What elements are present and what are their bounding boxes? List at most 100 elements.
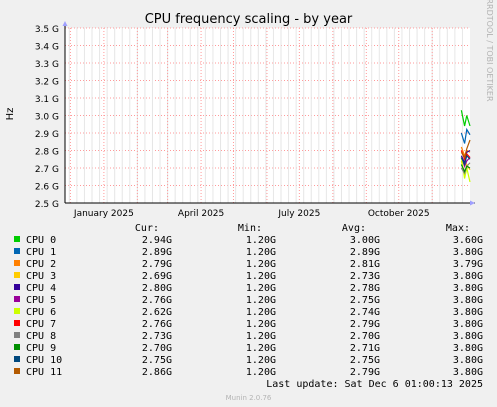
- legend-min-cpu-1: 1.20G: [246, 247, 276, 258]
- legend-name-cpu-2: CPU 2: [26, 259, 56, 270]
- x-gridlines: [68, 28, 463, 203]
- legend-swatch-cpu-9: [14, 344, 20, 350]
- legend-avg-cpu-5: 2.75G: [350, 295, 380, 306]
- legend-max-cpu-7: 3.80G: [453, 319, 483, 330]
- legend-swatch-cpu-1: [14, 248, 20, 254]
- legend-cur-cpu-5: 2.76G: [142, 295, 172, 306]
- legend-header-cur: Cur:: [135, 223, 159, 234]
- legend-min-cpu-3: 1.20G: [246, 271, 276, 282]
- legend-min-cpu-11: 1.20G: [246, 367, 276, 378]
- legend-cur-cpu-7: 2.76G: [142, 319, 172, 330]
- y-tick-label: 3.1 G: [35, 95, 59, 105]
- legend-cur-cpu-11: 2.86G: [142, 367, 172, 378]
- legend-min-cpu-0: 1.20G: [246, 235, 276, 246]
- x-axis-arrow-icon: [470, 200, 475, 206]
- y-tick-labels: 2.5 G 2.6 G 2.7 G 2.8 G 2.9 G 3.0 G 3.1 G 3.2 G…: [35, 25, 59, 210]
- legend-name-cpu-9: CPU 9: [26, 343, 56, 354]
- y-tick-label: 3.4 G: [35, 43, 59, 53]
- y-tick-label: 2.7 G: [35, 165, 59, 175]
- legend-avg-cpu-8: 2.70G: [350, 331, 380, 342]
- legend-name-cpu-10: CPU 10: [26, 355, 62, 366]
- legend-avg-cpu-2: 2.81G: [350, 259, 380, 270]
- series-line-cpu-1: [460, 127, 471, 144]
- chart-title: CPU frequency scaling - by year: [145, 12, 353, 27]
- y-axis-label: Hz: [5, 108, 16, 121]
- legend-max-cpu-1: 3.80G: [453, 247, 483, 258]
- legend-avg-cpu-7: 2.79G: [350, 319, 380, 330]
- legend-rows: CPU 0 2.94G 1.20G 3.00G 3.60G CPU 1 2.89G 1.20G…: [14, 235, 483, 378]
- legend-name-cpu-3: CPU 3: [26, 271, 56, 282]
- legend-name-cpu-7: CPU 7: [26, 319, 56, 330]
- y-tick-label: 2.6 G: [35, 183, 59, 193]
- legend-header-avg: Avg:: [342, 223, 366, 234]
- legend-max-cpu-8: 3.80G: [453, 331, 483, 342]
- legend-cur-cpu-8: 2.73G: [142, 331, 172, 342]
- legend-swatch-cpu-2: [14, 260, 20, 266]
- rrdtool-credit: RRDTOOL / TOBI OETIKER: [485, 0, 494, 102]
- legend-swatch-cpu-10: [14, 356, 20, 362]
- legend-avg-cpu-9: 2.71G: [350, 343, 380, 354]
- y-tick-label: 3.3 G: [35, 60, 59, 70]
- legend-name-cpu-11: CPU 11: [26, 367, 62, 378]
- last-update: Last update: Sat Dec 6 01:00:13 2025: [266, 379, 483, 390]
- series-line-cpu-9: [460, 164, 471, 173]
- legend-avg-cpu-6: 2.74G: [350, 307, 380, 318]
- legend-name-cpu-1: CPU 1: [26, 247, 56, 258]
- x-tick-label: April 2025: [178, 209, 224, 219]
- legend-max-cpu-4: 3.80G: [453, 283, 483, 294]
- legend-max-cpu-9: 3.80G: [453, 343, 483, 354]
- legend-header-min: Min:: [238, 223, 262, 234]
- legend-avg-cpu-3: 2.73G: [350, 271, 380, 282]
- legend-header-max: Max:: [446, 223, 470, 234]
- y-tick-label: 3.2 G: [35, 78, 59, 88]
- legend-avg-cpu-11: 2.79G: [350, 367, 380, 378]
- series-line-cpu-10: [460, 154, 471, 167]
- legend-swatch-cpu-3: [14, 272, 20, 278]
- legend-swatch-cpu-0: [14, 236, 20, 242]
- legend-min-cpu-9: 1.20G: [246, 343, 276, 354]
- legend-min-cpu-4: 1.20G: [246, 283, 276, 294]
- legend-cur-cpu-4: 2.80G: [142, 283, 172, 294]
- x-tick-label: January 2025: [73, 209, 134, 219]
- legend-name-cpu-5: CPU 5: [26, 295, 56, 306]
- legend: Cur: Min: Avg: Max: CPU 0 2.94G 1.20G 3.00G…: [14, 223, 483, 378]
- legend-swatch-cpu-6: [14, 308, 20, 314]
- y-tick-label: 3.5 G: [35, 25, 59, 35]
- legend-min-cpu-6: 1.20G: [246, 307, 276, 318]
- legend-max-cpu-3: 3.80G: [453, 271, 483, 282]
- legend-swatch-cpu-8: [14, 332, 20, 338]
- y-tick-label: 2.5 G: [35, 200, 59, 210]
- x-tick-label: October 2025: [368, 209, 430, 219]
- series-line-cpu-0: [460, 110, 471, 127]
- legend-min-cpu-2: 1.20G: [246, 259, 276, 270]
- legend-name-cpu-6: CPU 6: [26, 307, 56, 318]
- y-axis-arrow-icon: [62, 21, 68, 26]
- legend-max-cpu-0: 3.60G: [453, 235, 483, 246]
- legend-avg-cpu-0: 3.00G: [350, 235, 380, 246]
- legend-cur-cpu-2: 2.79G: [142, 259, 172, 270]
- legend-cur-cpu-1: 2.89G: [142, 247, 172, 258]
- y-tick-label: 2.9 G: [35, 130, 59, 140]
- legend-min-cpu-7: 1.20G: [246, 319, 276, 330]
- legend-swatch-cpu-7: [14, 320, 20, 326]
- legend-swatch-cpu-11: [14, 368, 20, 374]
- series-lines: [460, 110, 471, 183]
- legend-min-cpu-10: 1.20G: [246, 355, 276, 366]
- legend-swatch-cpu-4: [14, 284, 20, 290]
- legend-max-cpu-10: 3.80G: [453, 355, 483, 366]
- x-tick-label: July 2025: [277, 209, 320, 219]
- legend-swatch-cpu-5: [14, 296, 20, 302]
- series-line-cpu-11: [460, 139, 471, 160]
- legend-name-cpu-0: CPU 0: [26, 235, 56, 246]
- legend-max-cpu-6: 3.80G: [453, 307, 483, 318]
- legend-min-cpu-8: 1.20G: [246, 331, 276, 342]
- munin-version: Munin 2.0.76: [226, 394, 272, 402]
- legend-cur-cpu-10: 2.75G: [142, 355, 172, 366]
- legend-min-cpu-5: 1.20G: [246, 295, 276, 306]
- legend-cur-cpu-9: 2.70G: [142, 343, 172, 354]
- y-tick-label: 3.0 G: [35, 113, 59, 123]
- plot-area: [65, 28, 470, 203]
- legend-name-cpu-8: CPU 8: [26, 331, 56, 342]
- legend-max-cpu-5: 3.80G: [453, 295, 483, 306]
